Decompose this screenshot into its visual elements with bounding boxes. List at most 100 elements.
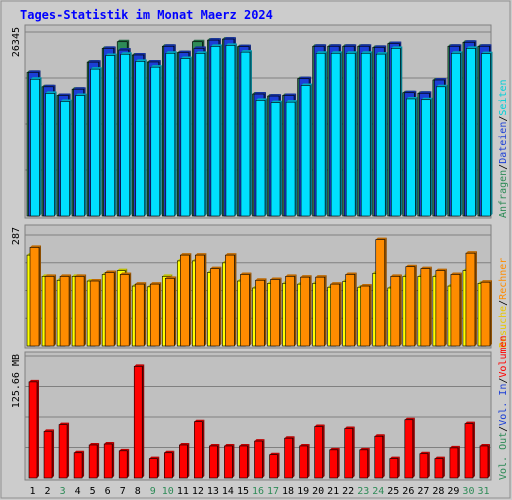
legend-item-rechner: Rechner xyxy=(498,258,509,300)
bar-rechner-day-6 xyxy=(104,270,117,347)
bar-rechner-day-2 xyxy=(44,274,57,347)
x-tick-label-day-19: 19 xyxy=(297,486,309,497)
bar-seiten-day-16 xyxy=(255,98,267,217)
bar-seiten-day-31 xyxy=(481,51,493,217)
x-tick-label-day-24: 24 xyxy=(372,486,384,497)
x-tick-label-day-8: 8 xyxy=(135,486,141,497)
panel-middle-bars xyxy=(26,237,492,347)
bar-seiten-day-27 xyxy=(421,97,433,217)
bar-rechner-day-15 xyxy=(240,272,252,347)
x-tick-label-day-13: 13 xyxy=(207,486,219,497)
panel-middle-max-label: 287 xyxy=(11,227,22,245)
panel-top-max-label: 26345 xyxy=(11,27,22,57)
bar-volumen-day-17 xyxy=(269,452,280,479)
bar-seiten-day-15 xyxy=(240,50,252,217)
legend-item-volumen: Volumen xyxy=(498,335,509,377)
bar-seiten-day-30 xyxy=(466,46,478,217)
x-tick-label-day-22: 22 xyxy=(342,486,354,497)
bar-volumen-day-21 xyxy=(329,447,340,479)
bar-rechner-day-7 xyxy=(119,272,132,347)
bar-volumen-day-14 xyxy=(224,443,235,479)
x-tick-label-day-5: 5 xyxy=(90,486,96,497)
bar-volumen-day-27 xyxy=(419,451,430,479)
bar-seiten-day-29 xyxy=(451,51,463,217)
legend-top: Anfragen/Dateien/Seiten xyxy=(498,79,509,218)
bar-rechner-day-29 xyxy=(450,272,462,347)
bar-rechner-day-5 xyxy=(89,279,102,347)
bar-rechner-day-11 xyxy=(180,253,192,347)
bar-volumen-day-1 xyxy=(28,379,39,479)
x-tick-label-day-12: 12 xyxy=(192,486,204,497)
bar-rechner-day-30 xyxy=(465,251,477,347)
bar-volumen-day-26 xyxy=(404,417,415,479)
bar-seiten-day-2 xyxy=(45,91,57,217)
x-tick-label-day-14: 14 xyxy=(222,486,234,497)
bar-volumen-day-12 xyxy=(194,419,205,479)
bar-volumen-day-28 xyxy=(434,456,445,479)
panel-top-bars xyxy=(26,37,493,217)
bar-seiten-day-12 xyxy=(195,51,207,217)
bar-volumen-day-22 xyxy=(344,426,355,479)
bar-volumen-day-3 xyxy=(58,422,70,479)
bar-seiten-day-23 xyxy=(360,51,373,217)
bar-volumen-day-2 xyxy=(43,429,55,479)
bar-seiten-day-6 xyxy=(105,53,117,217)
bar-seiten-day-19 xyxy=(300,83,313,217)
bar-seiten-day-13 xyxy=(210,44,222,217)
bar-seiten-day-25 xyxy=(390,46,403,217)
bar-volumen-day-7 xyxy=(118,448,130,479)
bar-volumen-day-29 xyxy=(449,445,460,479)
bar-seiten-day-10 xyxy=(165,51,177,217)
legend-item-besuche: Besuche xyxy=(498,306,509,348)
bar-rechner-day-16 xyxy=(255,278,267,347)
x-tick-label-day-29: 29 xyxy=(447,486,459,497)
bar-volumen-day-23 xyxy=(359,447,370,479)
x-tick-label-day-10: 10 xyxy=(162,486,174,497)
bar-volumen-day-11 xyxy=(179,442,190,479)
bar-rechner-day-18 xyxy=(285,274,297,347)
x-tick-label-day-23: 23 xyxy=(357,486,369,497)
bar-rechner-day-23 xyxy=(360,284,372,347)
bar-seiten-day-7 xyxy=(120,52,132,217)
x-tick-label-day-17: 17 xyxy=(267,486,279,497)
x-tick-label-day-1: 1 xyxy=(30,486,36,497)
bar-volumen-day-20 xyxy=(314,424,325,479)
bar-rechner-day-13 xyxy=(210,266,222,347)
bar-volumen-day-25 xyxy=(389,456,400,479)
legend-separator: / xyxy=(498,300,509,306)
bar-seiten-day-22 xyxy=(345,51,358,217)
x-tick-label-day-15: 15 xyxy=(237,486,249,497)
bar-rechner-day-22 xyxy=(345,272,357,347)
bar-volumen-day-8 xyxy=(133,364,145,479)
bar-seiten-day-24 xyxy=(375,52,388,217)
bar-seiten-day-8 xyxy=(135,59,147,217)
bar-seiten-day-5 xyxy=(90,67,102,217)
bar-volumen-day-16 xyxy=(254,439,265,479)
bar-seiten-day-11 xyxy=(180,56,192,217)
panel-middle: 287 xyxy=(11,224,492,349)
bar-seiten-day-21 xyxy=(330,51,343,217)
bar-volumen-day-30 xyxy=(464,421,475,479)
bar-rechner-day-14 xyxy=(225,253,237,347)
bar-rechner-day-9 xyxy=(149,282,162,347)
bar-rechner-day-3 xyxy=(59,274,72,347)
bar-volumen-day-24 xyxy=(374,434,385,479)
bar-volumen-day-10 xyxy=(163,450,175,479)
bar-volumen-day-6 xyxy=(103,442,115,479)
legend-item-vol-in: Vol. In xyxy=(498,384,509,426)
bar-seiten-day-20 xyxy=(315,51,328,217)
bar-rechner-day-1 xyxy=(29,245,41,347)
bar-rechner-day-19 xyxy=(300,275,312,347)
bar-rechner-day-26 xyxy=(405,264,417,347)
bar-volumen-day-13 xyxy=(209,443,220,479)
bar-rechner-day-27 xyxy=(420,266,432,347)
x-tick-label-day-20: 20 xyxy=(312,486,324,497)
chart-title: Tages-Statistik im Monat Maerz 2024 xyxy=(20,8,273,22)
bar-seiten-day-1 xyxy=(30,77,42,217)
bar-rechner-day-25 xyxy=(390,274,402,347)
x-axis-day-labels: 1 2 3 4 5 6 7 8 9 10 11 12 13 14 15 16 17 18 19 20 21 22 23 24 2… xyxy=(30,486,490,497)
bar-volumen-day-18 xyxy=(284,436,295,479)
bar-rechner-day-20 xyxy=(315,275,327,347)
bar-seiten-day-26 xyxy=(406,96,418,217)
x-tick-label-day-11: 11 xyxy=(177,486,189,497)
